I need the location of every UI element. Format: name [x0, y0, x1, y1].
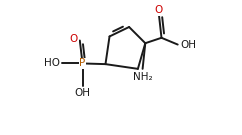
Text: O: O [154, 5, 162, 15]
Text: OH: OH [180, 40, 196, 50]
Text: HO: HO [44, 58, 60, 68]
Text: O: O [70, 34, 78, 44]
Text: OH: OH [75, 88, 91, 98]
Text: NH₂: NH₂ [133, 72, 153, 82]
Text: P: P [79, 58, 86, 68]
